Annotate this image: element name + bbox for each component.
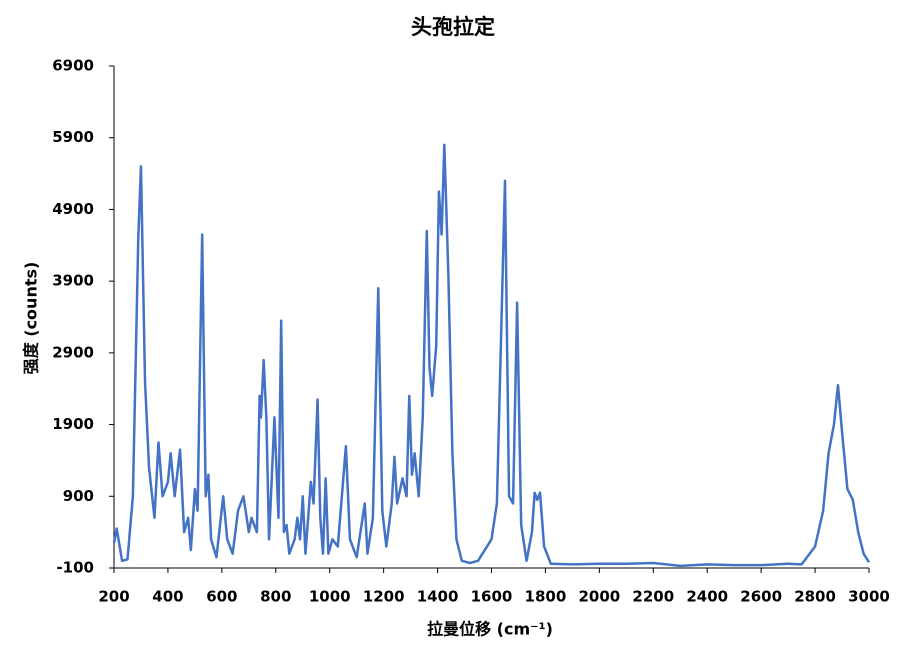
x-tick-label: 2800 — [794, 588, 836, 606]
data-line — [112, 143, 871, 568]
x-tick-label: 2600 — [740, 588, 782, 606]
x-tick-label: 2400 — [686, 588, 728, 606]
y-tick-label: 4900 — [52, 200, 94, 218]
y-tick-label: 3900 — [52, 272, 94, 290]
x-tick-label: 2000 — [578, 588, 620, 606]
x-tick-label: 600 — [206, 588, 237, 606]
y-axis-label: 强度 (counts) — [22, 262, 41, 375]
y-tick-label: 900 — [63, 487, 94, 505]
x-tick-label: 1800 — [525, 588, 567, 606]
x-tick-label: 200 — [98, 588, 129, 606]
x-tick-label: 800 — [260, 588, 291, 606]
x-tick-label: 1400 — [417, 588, 459, 606]
y-tick-label: 2900 — [52, 343, 94, 361]
x-tick-label: 3000 — [848, 588, 890, 606]
x-tick-label: 1600 — [471, 588, 513, 606]
y-tick-label: -100 — [56, 559, 94, 577]
x-tick-label: 1000 — [309, 588, 351, 606]
y-tick-label: 6900 — [52, 57, 94, 75]
x-tick-label: 400 — [152, 588, 183, 606]
x-axis-label: 拉曼位移 (cm⁻¹) — [427, 620, 553, 639]
x-tick-label: 1200 — [363, 588, 405, 606]
chart-title: 头孢拉定 — [411, 15, 495, 39]
x-tick-label: 2200 — [632, 588, 674, 606]
y-tick-label: 1900 — [52, 415, 94, 433]
y-tick-label: 5900 — [52, 128, 94, 146]
